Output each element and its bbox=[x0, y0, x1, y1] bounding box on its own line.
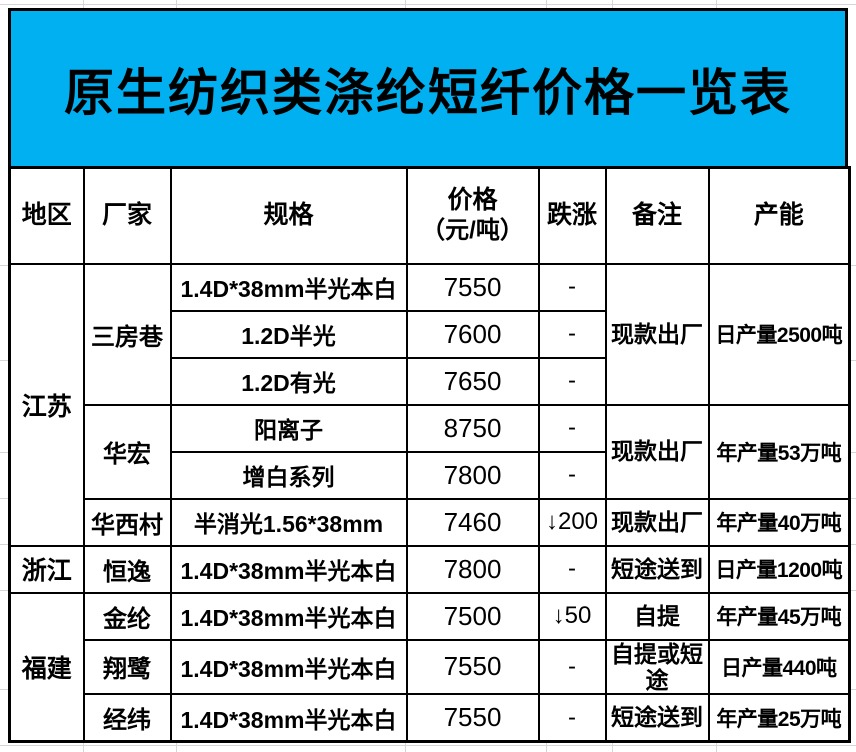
region-cell-fujian[interactable]: 福建 bbox=[8, 591, 85, 743]
capacity-cell[interactable]: 年产量53万吨 bbox=[707, 403, 851, 500]
capacity-cell[interactable]: 年产量45万吨 bbox=[707, 591, 851, 641]
price-sheet: 原生纺织类涤纶短纤价格一览表 地区 厂家 规格 价格 （元/吨） 跌涨 备注 bbox=[8, 8, 851, 743]
price-cell[interactable]: 7600 bbox=[405, 309, 540, 359]
table-title[interactable]: 原生纺织类涤纶短纤价格一览表 bbox=[8, 8, 848, 166]
price-table: 地区 厂家 规格 价格 （元/吨） 跌涨 备注 产能 江苏 三房巷 1.4D*3… bbox=[8, 166, 851, 743]
capacity-cell[interactable]: 日产量440吨 bbox=[707, 638, 851, 696]
change-cell[interactable]: - bbox=[537, 309, 607, 359]
note-cell[interactable]: 自提或短途 bbox=[604, 638, 710, 696]
table-row: 1.2D半光 7600 - bbox=[10, 309, 850, 359]
spec-cell[interactable]: 1.4D*38mm半光本白 bbox=[169, 544, 408, 594]
change-cell[interactable]: ↓50 bbox=[537, 591, 607, 641]
change-cell[interactable]: - bbox=[537, 693, 607, 743]
change-cell[interactable]: - bbox=[537, 638, 607, 696]
col-header-change[interactable]: 跌涨 bbox=[537, 166, 607, 265]
capacity-cell[interactable]: 日产量2500吨 bbox=[707, 262, 851, 406]
price-header-unit: （元/吨） bbox=[421, 217, 524, 245]
price-cell[interactable]: 8750 bbox=[405, 403, 540, 453]
col-header-note[interactable]: 备注 bbox=[604, 166, 710, 265]
col-header-spec[interactable]: 规格 bbox=[169, 166, 408, 265]
spec-cell[interactable]: 阳离子 bbox=[169, 403, 408, 453]
table-row: 增白系列 7800 - bbox=[10, 450, 850, 500]
price-cell[interactable]: 7550 bbox=[405, 693, 540, 743]
change-cell[interactable]: - bbox=[537, 356, 607, 406]
capacity-cell[interactable]: 日产量1200吨 bbox=[707, 544, 851, 594]
factory-cell[interactable]: 恒逸 bbox=[82, 544, 172, 594]
spec-cell[interactable]: 1.2D半光 bbox=[169, 309, 408, 359]
price-cell[interactable]: 7550 bbox=[405, 262, 540, 312]
price-cell[interactable]: 7650 bbox=[405, 356, 540, 406]
factory-cell[interactable]: 华西村 bbox=[82, 497, 172, 547]
table-row: 经纬 1.4D*38mm半光本白 7550 - 短途送到 年产量25万吨 bbox=[10, 693, 851, 743]
table-row: 华宏 阳离子 8750 - 现款出厂 年产量53万吨 bbox=[10, 403, 851, 500]
price-cell[interactable]: 7800 bbox=[405, 544, 540, 594]
spec-cell[interactable]: 1.4D*38mm半光本白 bbox=[169, 262, 408, 312]
change-cell[interactable]: - bbox=[537, 544, 607, 594]
price-cell[interactable]: 7500 bbox=[405, 591, 540, 641]
price-cell[interactable]: 7550 bbox=[405, 638, 540, 696]
spec-cell[interactable]: 半消光1.56*38mm bbox=[169, 497, 408, 547]
capacity-cell[interactable]: 年产量40万吨 bbox=[707, 497, 851, 547]
spec-cell[interactable]: 1.4D*38mm半光本白 bbox=[169, 638, 408, 696]
header-row: 地区 厂家 规格 价格 （元/吨） 跌涨 备注 产能 bbox=[8, 166, 851, 265]
table-row: 1.2D有光 7650 - bbox=[10, 356, 850, 406]
table-row: 福建 金纶 1.4D*38mm半光本白 7500 ↓50 自提 年产量45万吨 bbox=[8, 591, 851, 743]
col-header-factory[interactable]: 厂家 bbox=[82, 166, 172, 265]
table-row: 华西村 半消光1.56*38mm 7460 ↓200 现款出厂 年产量40万吨 bbox=[10, 497, 851, 547]
factory-cell[interactable]: 三房巷 bbox=[82, 262, 172, 406]
factory-cell[interactable]: 翔鹭 bbox=[82, 638, 172, 696]
region-cell-zhejiang[interactable]: 浙江 bbox=[8, 544, 85, 594]
col-header-price[interactable]: 价格 （元/吨） bbox=[405, 166, 540, 265]
price-cell[interactable]: 7800 bbox=[405, 450, 540, 500]
change-cell[interactable]: - bbox=[537, 403, 607, 453]
table-row: 浙江 恒逸 1.4D*38mm半光本白 7800 - 短途送到 日产量1200吨 bbox=[8, 544, 851, 594]
note-cell[interactable]: 短途送到 bbox=[604, 693, 710, 743]
change-cell[interactable]: - bbox=[537, 262, 607, 312]
note-cell[interactable]: 现款出厂 bbox=[604, 403, 710, 500]
table-row: 翔鹭 1.4D*38mm半光本白 7550 - 自提或短途 日产量440吨 bbox=[10, 638, 851, 696]
spec-cell[interactable]: 1.4D*38mm半光本白 bbox=[169, 693, 408, 743]
note-cell[interactable]: 自提 bbox=[604, 591, 710, 641]
factory-cell[interactable]: 华宏 bbox=[82, 403, 172, 500]
price-cell[interactable]: 7460 bbox=[405, 497, 540, 547]
change-cell[interactable]: ↓200 bbox=[537, 497, 607, 547]
factory-cell[interactable]: 经纬 bbox=[82, 693, 172, 743]
col-header-capacity[interactable]: 产能 bbox=[707, 166, 851, 265]
change-cell[interactable]: - bbox=[537, 450, 607, 500]
note-cell[interactable]: 短途送到 bbox=[604, 544, 710, 594]
note-cell[interactable]: 现款出厂 bbox=[604, 262, 710, 406]
spec-cell[interactable]: 增白系列 bbox=[169, 450, 408, 500]
gridline bbox=[0, 745, 856, 746]
col-header-region[interactable]: 地区 bbox=[8, 166, 85, 265]
table-row: 江苏 三房巷 1.4D*38mm半光本白 7550 - 现款出厂 日产量2500… bbox=[8, 262, 851, 547]
factory-cell[interactable]: 金纶 bbox=[82, 591, 172, 641]
spec-cell[interactable]: 1.4D*38mm半光本白 bbox=[169, 591, 408, 641]
price-header-label: 价格 bbox=[447, 186, 498, 215]
capacity-cell[interactable]: 年产量25万吨 bbox=[707, 693, 851, 743]
note-cell[interactable]: 现款出厂 bbox=[604, 497, 710, 547]
gridline bbox=[0, 4, 856, 5]
spec-cell[interactable]: 1.2D有光 bbox=[169, 356, 408, 406]
region-cell-jiangsu[interactable]: 江苏 bbox=[8, 262, 85, 547]
